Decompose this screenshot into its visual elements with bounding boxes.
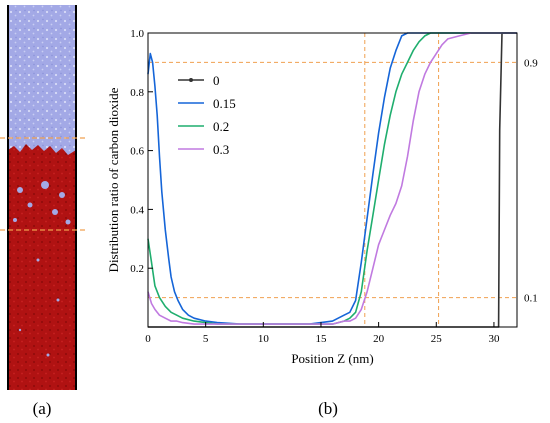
legend-label-0: 0 <box>213 73 220 88</box>
legend: 0 0.15 0.2 0.3 <box>178 73 236 157</box>
legend-marker-0 <box>189 78 193 82</box>
x-axis-label: Position Z (nm) <box>291 351 373 366</box>
distribution-chart: 0 5 10 15 20 25 30 0.2 0.4 0.6 0.8 1.0 0.9 0.1 Positi… <box>106 28 538 366</box>
snapshot-interface-gas-pockets <box>13 181 71 357</box>
series-line-1 <box>147 32 517 325</box>
right-ref-label-1: 0.1 <box>524 293 538 305</box>
plot-frame <box>147 32 518 328</box>
legend-label-1: 0.15 <box>213 96 236 111</box>
y-tick-label-2: 0.6 <box>130 146 144 158</box>
panel-a-label: (a) <box>33 399 52 418</box>
panel-b-label: (b) <box>318 399 338 418</box>
simulation-snapshot <box>0 5 86 390</box>
right-ref-label-0: 0.9 <box>524 57 538 69</box>
series-line-3 <box>147 32 517 325</box>
x-tick-label-5: 25 <box>431 333 443 345</box>
y-tick-label-4: 1.0 <box>130 28 144 40</box>
legend-label-2: 0.2 <box>213 119 229 134</box>
y-tick-label-0: 0.2 <box>130 263 144 275</box>
x-tick-label-1: 5 <box>203 333 209 345</box>
y-tick-label-3: 0.8 <box>130 87 144 99</box>
x-tick-label-4: 20 <box>373 333 385 345</box>
x-tick-label-0: 0 <box>145 333 151 345</box>
reference-lines <box>148 33 517 327</box>
y-tick-label-1: 0.4 <box>130 204 144 216</box>
y-axis-label: Distribution ratio of carbon dioxide <box>106 87 121 272</box>
x-tick-label-2: 10 <box>258 333 270 345</box>
legend-label-3: 0.3 <box>213 142 229 157</box>
snapshot-interface-mix <box>8 150 76 232</box>
series-line-0 <box>148 32 517 328</box>
tick-layer: 0 5 10 15 20 25 30 0.2 0.4 0.6 0.8 1.0 0.9 0.1 <box>130 28 538 345</box>
x-tick-label-6: 30 <box>488 333 500 345</box>
x-tick-label-3: 15 <box>315 333 327 345</box>
series-layer <box>147 32 517 328</box>
series-line-2 <box>147 32 517 325</box>
